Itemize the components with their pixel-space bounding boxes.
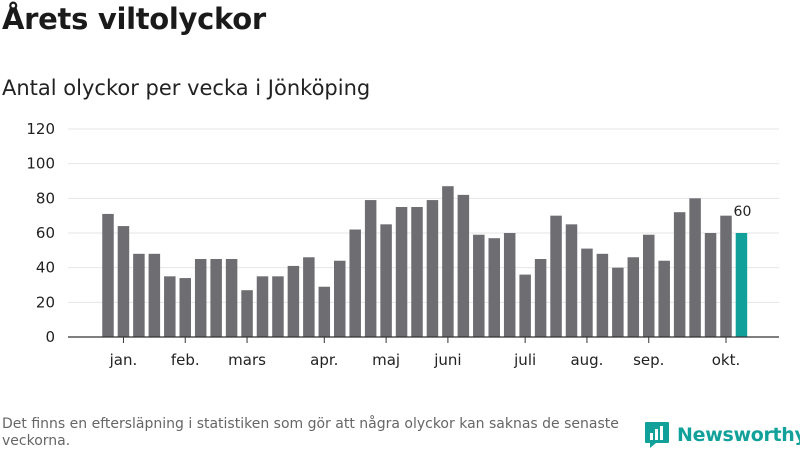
bar xyxy=(704,233,717,337)
y-tick-label: 0 xyxy=(45,328,55,346)
x-tick-label: juni xyxy=(433,351,461,369)
bar xyxy=(550,215,562,337)
bar xyxy=(272,276,284,337)
bars xyxy=(102,186,748,337)
bar xyxy=(164,276,176,337)
bar xyxy=(596,253,609,337)
bar xyxy=(411,207,423,337)
bar xyxy=(426,200,439,337)
x-tick-label: sep. xyxy=(633,351,664,369)
tick-labels: 0 20 40 60 80 100 120 jan. feb. mars apr. maj juni ju… xyxy=(26,120,751,369)
bar xyxy=(287,265,300,337)
bar xyxy=(581,248,593,337)
chart-subtitle: Antal olyckor per vecka i Jönköping xyxy=(2,76,371,100)
y-tick-label: 40 xyxy=(36,259,55,277)
y-tick-label: 60 xyxy=(36,224,55,242)
bar xyxy=(179,278,191,337)
bar xyxy=(689,198,701,337)
axes xyxy=(68,336,779,343)
brand-name: Newsworthy xyxy=(677,424,800,446)
bar xyxy=(488,238,500,337)
x-tick-label: juli xyxy=(513,351,536,369)
bar xyxy=(303,257,315,337)
x-tick-label: aug. xyxy=(570,351,603,369)
newsworthy-logo-icon xyxy=(645,422,669,448)
chart-title: Årets viltolyckor xyxy=(2,2,266,36)
y-tick-label: 20 xyxy=(36,293,55,311)
bar xyxy=(627,257,640,337)
bar xyxy=(658,260,670,337)
bar-highlight xyxy=(735,233,748,337)
bar xyxy=(256,276,269,337)
footnote: Det finns en eftersläpning i statistiken… xyxy=(2,416,619,449)
bar xyxy=(380,224,392,337)
data-label: 60 xyxy=(734,204,752,220)
bar xyxy=(364,200,377,337)
bar xyxy=(643,234,655,337)
bar xyxy=(457,194,470,337)
bar xyxy=(395,207,408,337)
x-tick-label: mars xyxy=(228,351,266,369)
y-tick-label: 80 xyxy=(36,189,55,207)
x-tick-label: jan. xyxy=(109,351,138,369)
bar xyxy=(673,212,686,337)
y-tick-label: 100 xyxy=(26,155,55,173)
bar xyxy=(720,215,732,337)
bar xyxy=(117,226,130,337)
bar xyxy=(318,286,331,337)
bar xyxy=(334,260,346,337)
x-tick-label: apr. xyxy=(310,351,338,369)
bar xyxy=(225,259,238,337)
x-tick-label: maj xyxy=(372,351,400,369)
bar xyxy=(102,213,114,337)
x-tick-label: okt. xyxy=(712,351,741,369)
bar xyxy=(612,267,624,337)
bar xyxy=(210,259,222,337)
bar xyxy=(534,259,547,337)
bar xyxy=(503,233,516,337)
bar-chart: 0 20 40 60 80 100 120 jan. feb. mars apr. maj juni ju… xyxy=(26,120,779,369)
bar xyxy=(133,253,145,337)
bar xyxy=(442,186,454,337)
bar xyxy=(148,253,161,337)
bar xyxy=(473,234,485,337)
y-tick-label: 120 xyxy=(26,120,55,138)
bar xyxy=(349,229,361,337)
brand-logo: Newsworthy xyxy=(644,420,800,450)
bar xyxy=(241,290,253,337)
bar xyxy=(194,259,207,337)
bar xyxy=(565,224,578,337)
bar xyxy=(519,274,531,337)
x-tick-label: feb. xyxy=(171,351,200,369)
